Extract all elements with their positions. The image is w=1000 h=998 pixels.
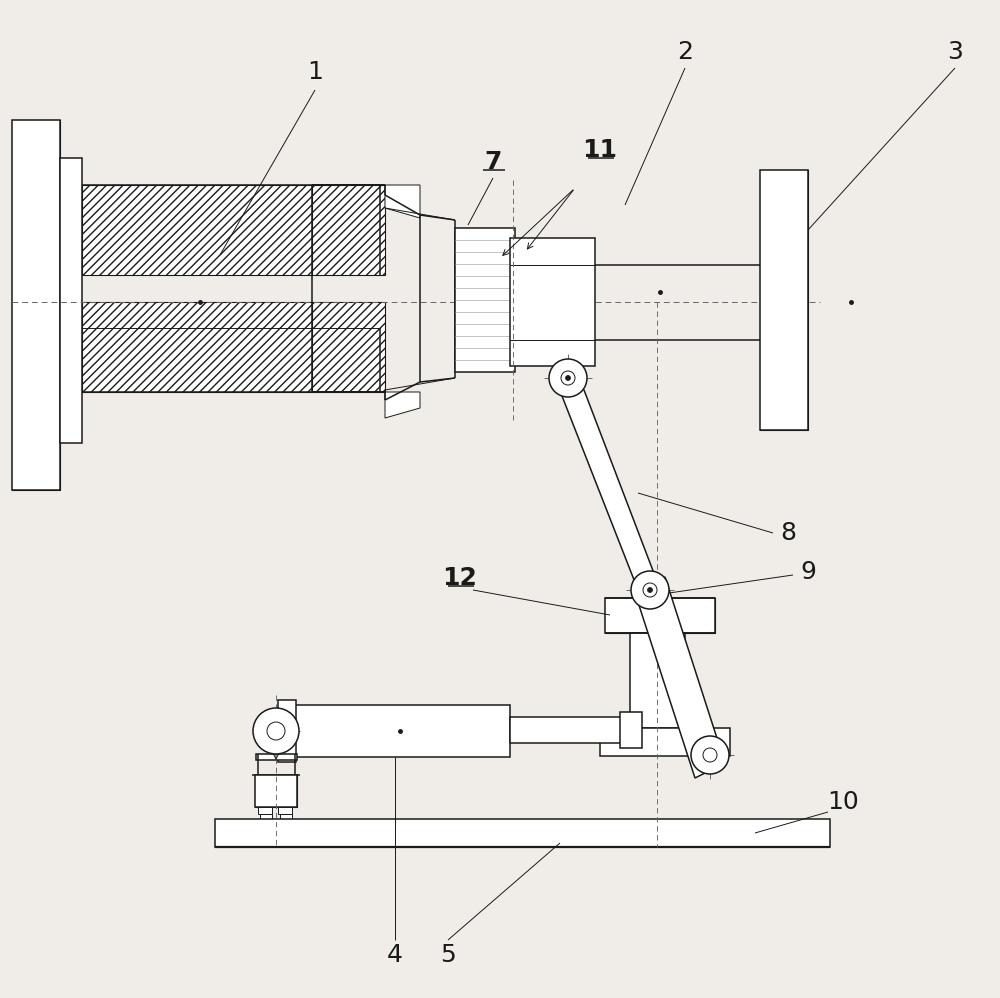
Bar (510, 238, 595, 366)
Text: 3: 3 (947, 40, 963, 64)
Bar (278, 807, 292, 814)
Polygon shape (256, 754, 297, 760)
Bar (605, 598, 715, 633)
Text: 5: 5 (440, 943, 456, 967)
Bar (255, 775, 297, 807)
Bar (215, 819, 830, 847)
Bar (760, 170, 808, 430)
Bar (260, 814, 272, 819)
Text: 12: 12 (443, 566, 477, 590)
Bar (280, 814, 292, 819)
Text: 7: 7 (484, 150, 502, 174)
Text: 4: 4 (387, 943, 403, 967)
Circle shape (561, 371, 575, 385)
Bar (295, 705, 510, 757)
Bar (278, 700, 296, 762)
Bar (255, 775, 297, 807)
Circle shape (631, 571, 669, 609)
Bar (312, 302, 385, 392)
Text: 8: 8 (780, 521, 796, 545)
Text: 11: 11 (582, 138, 618, 162)
Bar (455, 228, 515, 372)
Circle shape (648, 588, 652, 593)
Bar (60, 158, 82, 443)
Bar (605, 598, 637, 633)
Circle shape (253, 708, 299, 754)
Text: 1: 1 (307, 60, 323, 84)
Bar (258, 807, 272, 814)
Bar (312, 185, 385, 275)
Polygon shape (635, 577, 725, 778)
Bar (620, 712, 642, 748)
Bar (82, 302, 312, 392)
Bar (82, 185, 312, 275)
Bar (600, 728, 730, 756)
Circle shape (703, 748, 717, 762)
Bar (630, 633, 685, 728)
Polygon shape (312, 392, 420, 418)
Text: 10: 10 (827, 790, 859, 814)
Circle shape (549, 359, 587, 397)
Bar (510, 717, 625, 743)
Bar (12, 120, 60, 490)
Text: 2: 2 (677, 40, 693, 64)
Bar (12, 120, 60, 490)
Polygon shape (312, 185, 420, 218)
Circle shape (643, 583, 657, 597)
Bar (683, 598, 715, 633)
Polygon shape (553, 373, 668, 610)
Bar (760, 170, 808, 430)
Circle shape (267, 722, 285, 740)
Text: 9: 9 (800, 560, 816, 584)
Circle shape (691, 736, 729, 774)
Circle shape (566, 375, 570, 380)
